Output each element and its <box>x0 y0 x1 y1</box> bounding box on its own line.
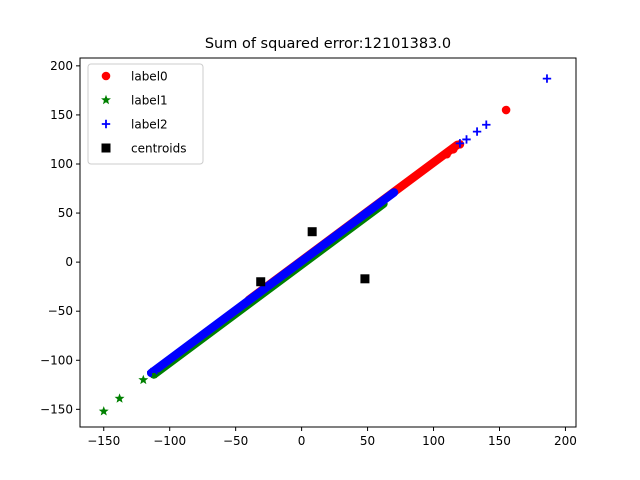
y-tick-label: −150 <box>40 402 73 416</box>
legend-label: centroids <box>131 142 187 156</box>
label2-point <box>455 139 465 148</box>
legend-marker-label1 <box>101 94 111 105</box>
y-tick-label: 200 <box>50 59 73 73</box>
label2-point <box>482 120 491 129</box>
plot-area <box>98 74 552 416</box>
x-tick-label: 150 <box>488 434 511 448</box>
label2-dense-band <box>146 188 399 378</box>
y-tick-label: 150 <box>50 108 73 122</box>
label0-point <box>501 105 511 115</box>
legend-label: label0 <box>131 70 168 84</box>
label1-point <box>138 374 149 385</box>
legend: label0 label1 label2 centroids <box>87 63 204 165</box>
centroids-point <box>307 227 317 237</box>
legend-label: label2 <box>131 118 168 132</box>
x-tick-label: 0 <box>298 434 306 448</box>
x-tick-label: −100 <box>153 434 186 448</box>
label1-point <box>114 393 125 403</box>
x-tick-label: 200 <box>554 434 577 448</box>
label2-point <box>147 367 156 377</box>
legend-marker-label2 <box>101 119 111 129</box>
legend-marker-label0 <box>101 71 111 81</box>
y-tick-label: 50 <box>58 206 73 220</box>
y-tick-label: 0 <box>65 255 73 269</box>
axes: −150 −100 −50 0 50 100 150 200 −150 −100 −50 0 50 100… <box>40 57 577 448</box>
label2-point <box>462 135 471 144</box>
label1-point <box>148 368 159 379</box>
label2-point <box>542 74 552 83</box>
x-tick-label: −150 <box>87 434 120 448</box>
centroids-point <box>256 277 266 287</box>
centroids-point <box>360 274 370 284</box>
legend-label: label1 <box>131 94 168 108</box>
y-tick-label: −50 <box>48 304 73 318</box>
legend-marker-centroids <box>101 143 111 153</box>
label2-point <box>472 127 482 136</box>
legend-box <box>87 63 204 165</box>
x-tick-label: 50 <box>360 434 375 448</box>
y-tick-label: 100 <box>50 157 73 171</box>
label0-point <box>449 144 458 154</box>
x-tick-label: −50 <box>223 434 248 448</box>
label0-point <box>442 149 452 159</box>
label1-point <box>98 406 109 416</box>
chart-title: Sum of squared error:12101383.0 <box>205 36 451 52</box>
plot-frame <box>79 57 577 428</box>
x-tick-label: 100 <box>422 434 445 448</box>
y-tick-label: −100 <box>40 353 73 367</box>
label2-point <box>152 365 161 375</box>
